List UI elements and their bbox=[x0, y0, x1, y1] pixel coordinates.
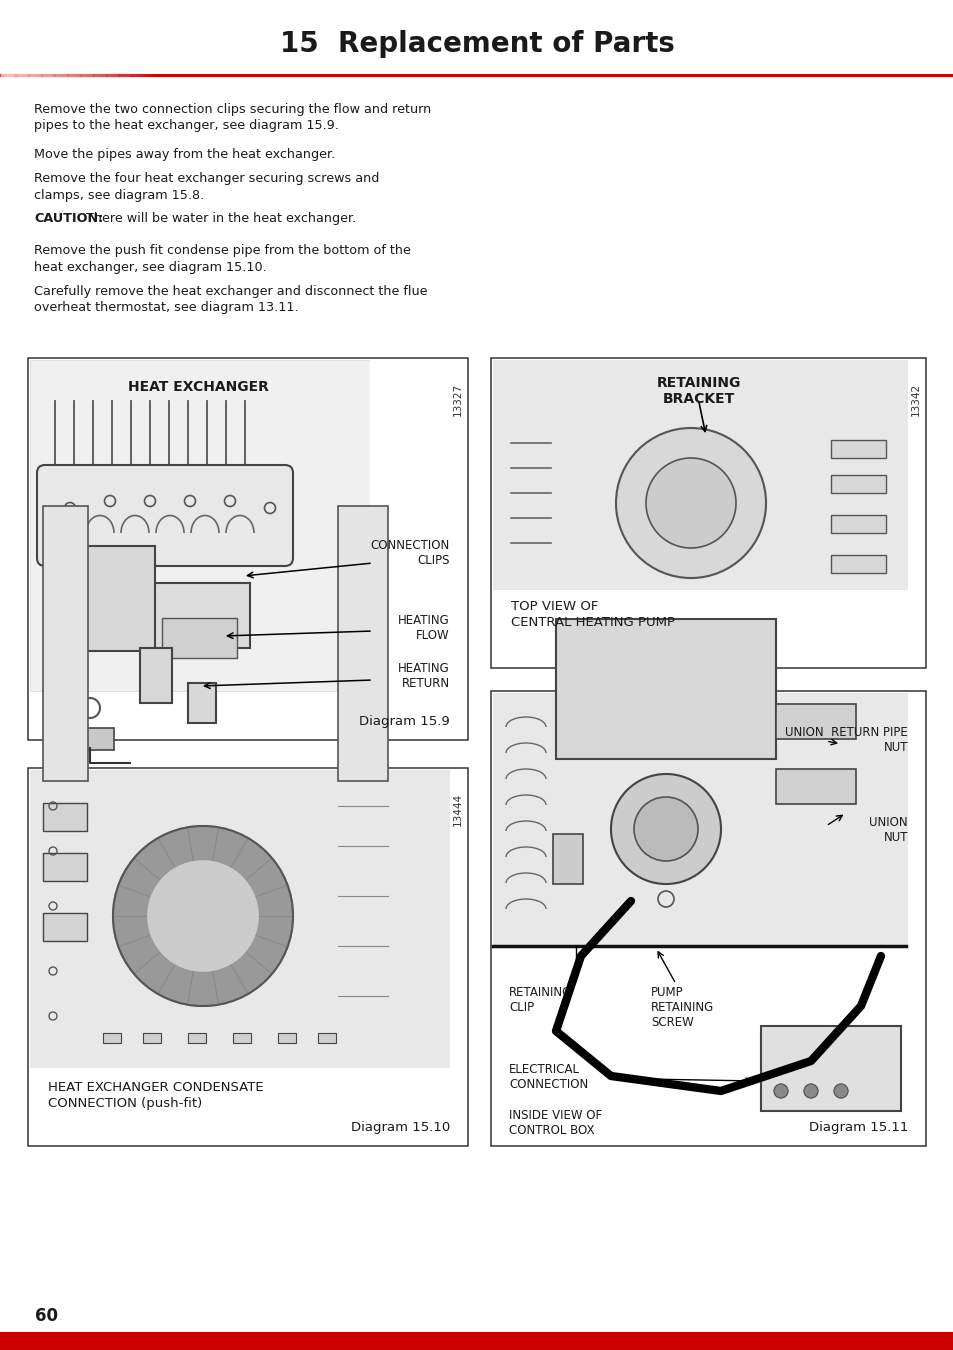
Bar bbox=[493, 693, 907, 945]
Bar bbox=[28, 358, 468, 740]
Text: Move the pipes away from the heat exchanger.: Move the pipes away from the heat exchan… bbox=[34, 148, 335, 161]
Bar bbox=[30, 360, 370, 693]
Text: 13444: 13444 bbox=[453, 792, 462, 826]
Text: Carefully remove the heat exchanger and disconnect the flue
overheat thermostat,: Carefully remove the heat exchanger and … bbox=[34, 285, 427, 315]
Text: INSIDE VIEW OF
CONTROL BOX: INSIDE VIEW OF CONTROL BOX bbox=[509, 1108, 601, 1137]
Text: PUMP
RETAINING
SCREW: PUMP RETAINING SCREW bbox=[650, 986, 714, 1029]
Bar bbox=[317, 1033, 335, 1044]
Text: 13342: 13342 bbox=[910, 383, 920, 416]
Bar bbox=[830, 440, 885, 458]
Bar bbox=[30, 769, 450, 1068]
Text: Diagram 15.9: Diagram 15.9 bbox=[359, 716, 450, 728]
Circle shape bbox=[773, 1084, 787, 1098]
FancyBboxPatch shape bbox=[37, 464, 293, 566]
Circle shape bbox=[833, 1084, 847, 1098]
Bar bbox=[0, 1332, 953, 1350]
Text: HEATING
RETURN: HEATING RETURN bbox=[397, 662, 450, 690]
Text: 60: 60 bbox=[35, 1307, 58, 1324]
Text: 13327: 13327 bbox=[453, 383, 462, 416]
Bar bbox=[556, 620, 775, 759]
Bar bbox=[43, 853, 87, 882]
Circle shape bbox=[148, 861, 257, 971]
Circle shape bbox=[616, 428, 765, 578]
Bar bbox=[830, 555, 885, 572]
Text: TOP VIEW OF
CENTRAL HEATING PUMP: TOP VIEW OF CENTRAL HEATING PUMP bbox=[511, 599, 675, 629]
Text: 15  Replacement of Parts: 15 Replacement of Parts bbox=[279, 30, 674, 58]
Bar bbox=[775, 703, 855, 738]
Text: There will be water in the heat exchanger.: There will be water in the heat exchange… bbox=[82, 212, 355, 225]
Bar bbox=[70, 545, 154, 651]
Bar bbox=[71, 728, 113, 751]
Bar bbox=[337, 506, 388, 782]
Bar bbox=[28, 768, 468, 1146]
Bar bbox=[103, 1033, 121, 1044]
Bar bbox=[491, 358, 925, 668]
Circle shape bbox=[634, 796, 698, 861]
Circle shape bbox=[112, 826, 293, 1006]
Text: Remove the push fit condense pipe from the bottom of the
heat exchanger, see dia: Remove the push fit condense pipe from t… bbox=[34, 244, 411, 274]
Text: CONNECTION
CLIPS: CONNECTION CLIPS bbox=[371, 539, 450, 567]
Circle shape bbox=[610, 774, 720, 884]
Text: HEAT EXCHANGER CONDENSATE
CONNECTION (push-fit): HEAT EXCHANGER CONDENSATE CONNECTION (pu… bbox=[48, 1081, 263, 1110]
Bar bbox=[43, 506, 88, 782]
Text: RETAINING
CLIP: RETAINING CLIP bbox=[509, 986, 572, 1014]
Bar bbox=[491, 691, 925, 1146]
Bar bbox=[188, 683, 215, 724]
Bar bbox=[30, 360, 370, 691]
Text: UNION  RETURN PIPE
NUT: UNION RETURN PIPE NUT bbox=[784, 726, 907, 755]
Bar bbox=[43, 913, 87, 941]
Bar bbox=[233, 1033, 251, 1044]
Text: CAUTION:: CAUTION: bbox=[34, 212, 103, 225]
Bar bbox=[140, 648, 172, 703]
Bar bbox=[162, 618, 236, 657]
Bar bbox=[143, 1033, 161, 1044]
Circle shape bbox=[645, 458, 735, 548]
Bar bbox=[493, 360, 907, 590]
Text: Remove the two connection clips securing the flow and return
pipes to the heat e: Remove the two connection clips securing… bbox=[34, 103, 431, 132]
Text: Diagram 15.10: Diagram 15.10 bbox=[351, 1120, 450, 1134]
Bar bbox=[775, 769, 855, 805]
Text: HEATING
FLOW: HEATING FLOW bbox=[397, 614, 450, 643]
Bar bbox=[830, 514, 885, 533]
Text: RETAINING
BRACKET: RETAINING BRACKET bbox=[656, 377, 740, 406]
Text: HEAT EXCHANGER: HEAT EXCHANGER bbox=[128, 379, 268, 394]
Text: Diagram 15.11: Diagram 15.11 bbox=[808, 1120, 907, 1134]
Bar bbox=[760, 1026, 900, 1111]
Text: Remove the four heat exchanger securing screws and
clamps, see diagram 15.8.: Remove the four heat exchanger securing … bbox=[34, 171, 379, 201]
Bar bbox=[188, 1033, 206, 1044]
Bar bbox=[43, 803, 87, 832]
Text: UNION
NUT: UNION NUT bbox=[868, 815, 907, 844]
Bar bbox=[553, 834, 582, 884]
Bar bbox=[150, 583, 250, 648]
Bar bbox=[830, 475, 885, 493]
Circle shape bbox=[803, 1084, 817, 1098]
Text: ELECTRICAL
CONNECTION: ELECTRICAL CONNECTION bbox=[509, 1062, 588, 1091]
Bar bbox=[277, 1033, 295, 1044]
